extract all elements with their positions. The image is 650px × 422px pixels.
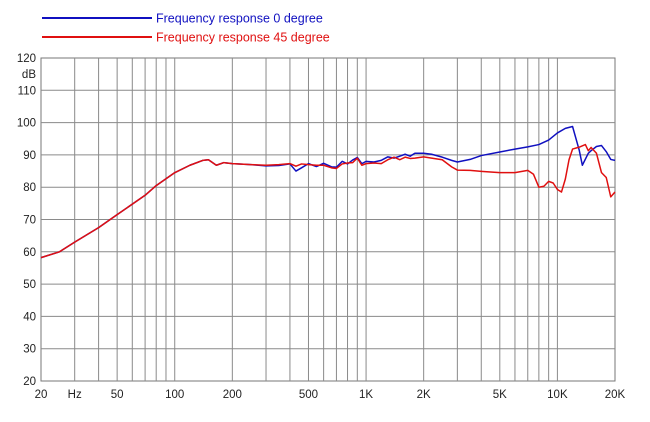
x-tick-label: 5K [493, 389, 507, 401]
y-tick-label: 60 [23, 247, 36, 259]
x-tick-label: 500 [299, 389, 318, 401]
series-lines [40, 125, 616, 259]
series-line-0-degree [40, 125, 616, 259]
x-tick-label: 2K [417, 389, 431, 401]
grid-lines [41, 58, 615, 381]
y-tick-label: 120 [17, 53, 36, 65]
x-tick-label: 200 [223, 389, 242, 401]
y-tick-label: 30 [23, 344, 36, 356]
legend-label: Frequency response 0 degree [156, 12, 323, 26]
x-tick-label: 20 [35, 389, 48, 401]
series-line-45-degree [40, 143, 616, 259]
y-tick-label: 110 [18, 85, 36, 97]
x-tick-label: 10K [547, 389, 568, 401]
x-tick-label: 50 [111, 389, 124, 401]
x-tick-label: Hz [68, 389, 82, 401]
y-axis-tick-labels: 20 30 40 50 60 70 80 90 100 110 120 [17, 53, 36, 388]
y-tick-label: 20 [23, 376, 36, 388]
y-tick-label: 70 [23, 215, 36, 227]
chart-legend: Frequency response 0 degree Frequency res… [42, 12, 330, 45]
y-tick-label: 100 [17, 118, 36, 130]
y-tick-label: 40 [23, 311, 36, 323]
x-tick-label: 1K [359, 389, 373, 401]
y-axis-unit-label: dB [22, 69, 36, 81]
x-tick-label: 100 [165, 389, 184, 401]
y-tick-label: 50 [23, 279, 36, 291]
y-tick-label: 90 [23, 150, 36, 162]
legend-label: Frequency response 45 degree [156, 31, 330, 45]
x-tick-label: 20K [605, 389, 626, 401]
x-axis-tick-labels: 20 Hz 50 100 200 500 1K 2K 5K 10K 20K [35, 389, 626, 401]
y-tick-label: 80 [23, 182, 36, 194]
